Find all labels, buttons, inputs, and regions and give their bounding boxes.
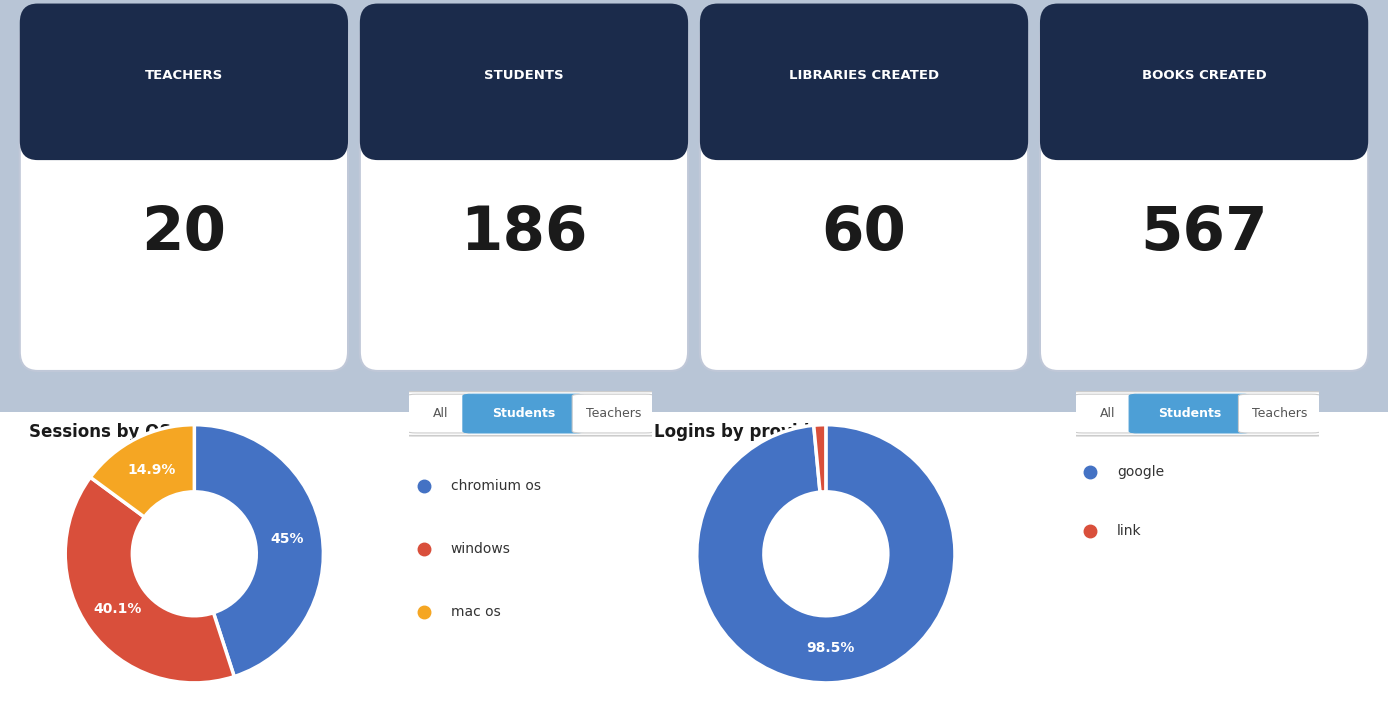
FancyBboxPatch shape (1040, 4, 1369, 160)
FancyBboxPatch shape (405, 391, 658, 436)
Text: google: google (1117, 464, 1165, 479)
Wedge shape (813, 425, 826, 492)
Text: 567: 567 (1141, 204, 1267, 263)
Wedge shape (194, 425, 323, 677)
FancyBboxPatch shape (407, 394, 475, 433)
Text: BOOKS CREATED: BOOKS CREATED (1142, 69, 1266, 82)
FancyBboxPatch shape (359, 19, 688, 371)
FancyBboxPatch shape (19, 19, 348, 371)
FancyBboxPatch shape (1073, 394, 1141, 433)
Bar (37, 100, 330, 141)
Wedge shape (65, 477, 235, 683)
FancyBboxPatch shape (700, 4, 1029, 160)
FancyBboxPatch shape (19, 4, 348, 160)
FancyBboxPatch shape (1128, 394, 1251, 433)
Text: All: All (1099, 407, 1115, 420)
FancyBboxPatch shape (700, 19, 1029, 371)
Text: 20: 20 (142, 204, 226, 263)
Text: Teachers: Teachers (586, 407, 641, 420)
Text: 45%: 45% (271, 532, 304, 546)
Bar (718, 100, 1010, 141)
Text: Logins by provider: Logins by provider (654, 423, 829, 442)
Text: All: All (433, 407, 448, 420)
Bar (378, 100, 670, 141)
FancyBboxPatch shape (1238, 394, 1321, 433)
Text: mac os: mac os (451, 605, 501, 619)
Text: 14.9%: 14.9% (128, 463, 176, 476)
Text: 60: 60 (822, 204, 906, 263)
Text: Students: Students (491, 407, 555, 420)
Bar (1058, 100, 1351, 141)
Text: Teachers: Teachers (1252, 407, 1307, 420)
Text: LIBRARIES CREATED: LIBRARIES CREATED (788, 69, 940, 82)
Text: windows: windows (451, 542, 511, 556)
FancyBboxPatch shape (462, 394, 584, 433)
Text: 186: 186 (461, 204, 587, 263)
Text: chromium os: chromium os (451, 479, 541, 493)
Wedge shape (90, 425, 194, 517)
Text: 40.1%: 40.1% (94, 602, 142, 616)
Text: 98.5%: 98.5% (806, 641, 855, 655)
Text: TEACHERS: TEACHERS (144, 69, 223, 82)
Wedge shape (697, 425, 955, 683)
FancyBboxPatch shape (359, 4, 688, 160)
FancyBboxPatch shape (1040, 19, 1369, 371)
FancyBboxPatch shape (1072, 391, 1323, 436)
Text: link: link (1117, 524, 1141, 538)
Text: STUDENTS: STUDENTS (484, 69, 564, 82)
Text: Sessions by OS: Sessions by OS (29, 423, 172, 442)
Text: Students: Students (1158, 407, 1221, 420)
FancyBboxPatch shape (572, 394, 655, 433)
